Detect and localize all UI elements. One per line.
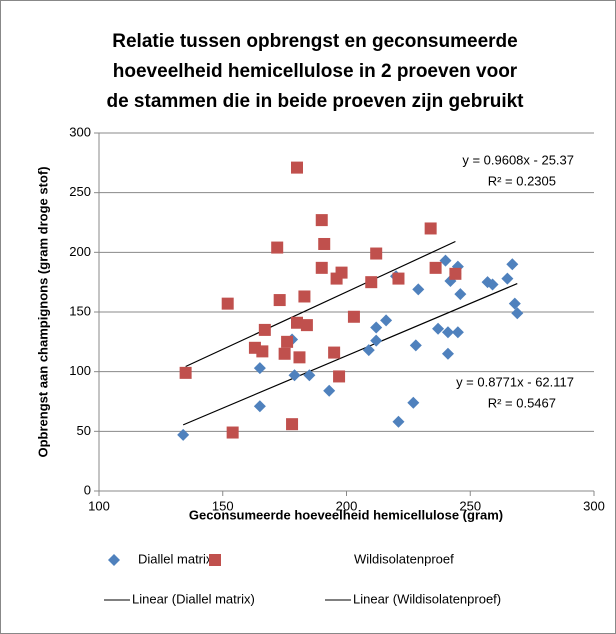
point (253, 400, 266, 413)
point (291, 316, 303, 329)
point (439, 254, 452, 267)
y-tick-label: 250 (69, 184, 91, 199)
point (486, 278, 499, 291)
point (253, 362, 266, 375)
point (370, 321, 383, 334)
point (288, 369, 301, 382)
point (501, 272, 514, 285)
point (412, 283, 425, 296)
legend-marker (108, 554, 120, 566)
point (508, 297, 521, 310)
point (441, 347, 454, 360)
trendline-equation: y = 0.9608x - 25.37 (462, 152, 574, 167)
point (291, 161, 303, 174)
point (303, 369, 316, 382)
legend-label: Linear (Diallel matrix) (132, 591, 255, 606)
point (256, 345, 269, 358)
legend-label: Wildisolatenproef (354, 551, 454, 566)
point (370, 247, 383, 260)
point (511, 307, 524, 320)
legend-label: Diallel matrix (138, 551, 213, 566)
y-tick-label: 300 (69, 124, 91, 139)
point (409, 339, 422, 352)
point (451, 326, 464, 339)
point (298, 290, 311, 303)
y-axis-label: Opbrengst aan champignons (gram droge st… (35, 166, 50, 457)
x-axis-label: Geconsumeerde hoeveelheid hemicellulose … (189, 507, 503, 522)
point (392, 415, 405, 428)
y-tick-label: 200 (69, 244, 91, 259)
point (424, 222, 437, 235)
x-tick-label: 100 (88, 498, 110, 513)
point (293, 351, 306, 364)
point (323, 384, 336, 397)
point (179, 366, 192, 379)
point (454, 288, 467, 301)
point (432, 322, 445, 335)
point (506, 258, 519, 271)
x-tick-label: 200 (336, 498, 358, 513)
point (407, 396, 420, 409)
trendline-r2: R² = 0.5467 (488, 395, 556, 410)
y-tick-label: 150 (69, 303, 91, 318)
point (370, 334, 383, 347)
point (328, 346, 341, 359)
x-tick-label: 250 (459, 498, 481, 513)
chart-title: de stammen die in beide proeven zijn geb… (106, 91, 524, 112)
y-tick-label: 50 (77, 423, 91, 438)
point (333, 370, 346, 383)
x-tick-label: 300 (583, 498, 605, 513)
y-tick-label: 100 (69, 363, 91, 378)
point (226, 426, 239, 439)
point (365, 276, 378, 289)
point (380, 314, 393, 327)
trendline (182, 283, 518, 426)
point (362, 344, 375, 357)
chart-title: Relatie tussen opbrengst en geconsumeerd… (112, 31, 517, 52)
point (315, 261, 328, 274)
point (248, 341, 261, 354)
point (273, 294, 286, 307)
point (177, 428, 190, 441)
point (281, 335, 294, 348)
point (271, 241, 284, 254)
point (449, 267, 462, 280)
point (315, 214, 328, 227)
point (441, 326, 454, 339)
point (318, 237, 331, 250)
point (300, 319, 313, 332)
chart-title: hoeveelheid hemicellulose in 2 proeven v… (113, 61, 518, 82)
point (392, 272, 405, 285)
point (429, 261, 442, 274)
trendline-equation: y = 0.8771x - 62.117 (456, 374, 574, 389)
x-tick-label: 150 (212, 498, 234, 513)
point (347, 310, 360, 323)
point (286, 418, 299, 431)
legend-marker (209, 554, 221, 566)
point (278, 347, 291, 360)
trendline-r2: R² = 0.2305 (488, 173, 556, 188)
point (335, 266, 348, 279)
point (221, 297, 234, 310)
point (258, 323, 271, 336)
y-tick-label: 0 (84, 482, 91, 497)
trendline (185, 240, 456, 368)
legend-label: Linear (Wildisolatenproef) (353, 591, 501, 606)
